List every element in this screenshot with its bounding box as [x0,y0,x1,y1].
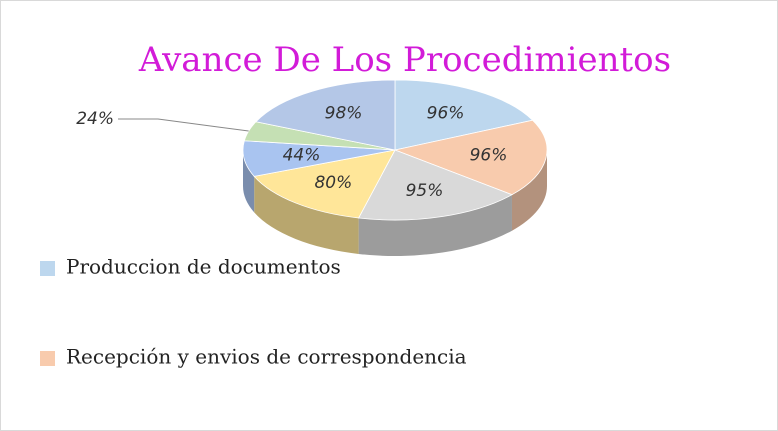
slice-side [254,176,359,254]
slice [253,149,396,219]
slice [255,79,396,151]
slice [357,149,513,221]
slice [393,119,548,196]
value-label: 96% [470,145,508,165]
value-label: 80% [314,173,352,193]
slice-side [511,150,547,231]
value-label: 98% [325,104,363,124]
legend-swatch [40,261,55,276]
leader-line [118,118,249,132]
slice [394,79,534,151]
chart-title: Avance De Los Procedimientos [138,40,671,80]
value-label: 24% [76,109,114,129]
legend-label: Recepción y envios de correspondencia [66,345,467,369]
value-label: 96% [427,103,465,123]
legend-swatch [40,351,55,366]
legend-label: Produccion de documentos [66,255,341,279]
value-label: 44% [283,145,321,165]
value-label: 95% [406,181,444,201]
slice-side [243,150,255,213]
